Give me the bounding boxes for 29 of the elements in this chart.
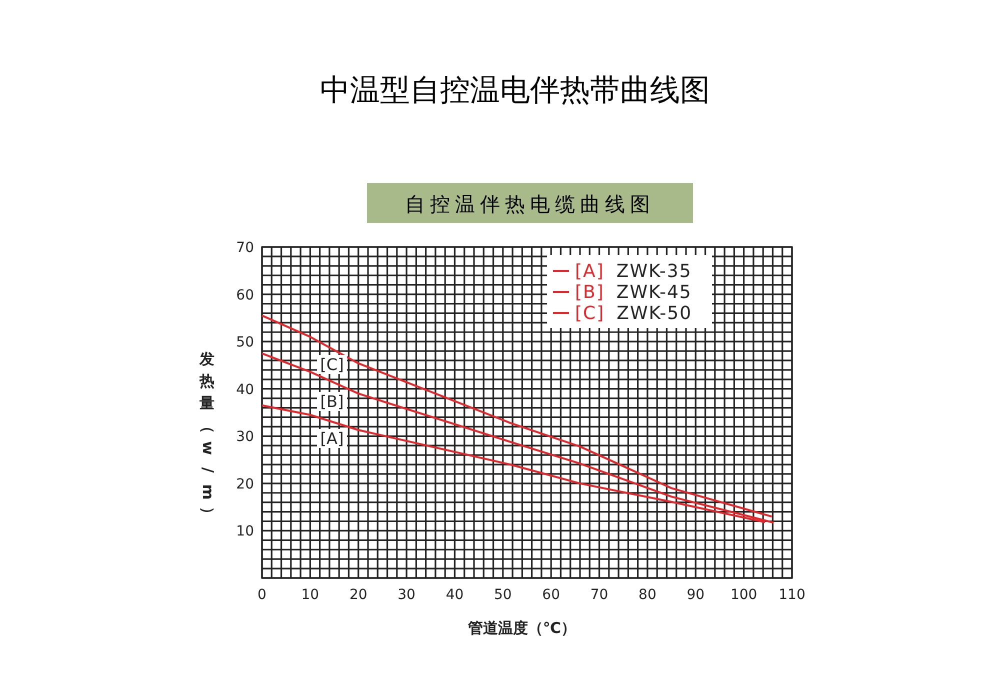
y-tick-label: 70 <box>236 240 254 256</box>
legend-label: [A] ZWK-35 <box>575 261 692 282</box>
y-tick-label: 10 <box>236 524 254 540</box>
chart-subtitle: 自控温伴热电缆曲线图 <box>405 192 655 216</box>
y-tick-label: 20 <box>236 476 254 492</box>
x-tick-label: 30 <box>398 587 416 603</box>
y-tick-label: 30 <box>236 429 254 446</box>
x-tick-label: 50 <box>494 587 512 603</box>
x-tick-label: 70 <box>590 587 608 603</box>
x-tick-label: 100 <box>730 587 758 603</box>
x-tick-label: 0 <box>258 587 266 603</box>
legend-label: [B] ZWK-45 <box>575 282 692 303</box>
annotation: [B] <box>320 392 344 411</box>
x-tick-label: 10 <box>301 587 320 603</box>
x-tick-label: 20 <box>349 587 368 603</box>
x-tick-label: 60 <box>542 587 560 603</box>
y-tick-label: 60 <box>236 287 254 304</box>
x-axis-title: 管道温度（℃） <box>466 619 576 637</box>
y-tick-label: 40 <box>236 382 254 398</box>
x-tick-label: 90 <box>686 587 705 603</box>
annotation: [A] <box>320 429 344 448</box>
x-tick-label: 80 <box>638 587 656 603</box>
annotation: [C] <box>320 355 344 374</box>
y-axis-title: 发热量（w/m） <box>198 350 217 522</box>
y-tick-label: 50 <box>236 334 254 351</box>
x-tick-label: 110 <box>778 587 806 603</box>
chart-title: 中温型自控温电伴热带曲线图 <box>320 73 710 108</box>
legend-label: [C] ZWK-50 <box>575 303 692 324</box>
x-tick-label: 40 <box>446 587 464 603</box>
